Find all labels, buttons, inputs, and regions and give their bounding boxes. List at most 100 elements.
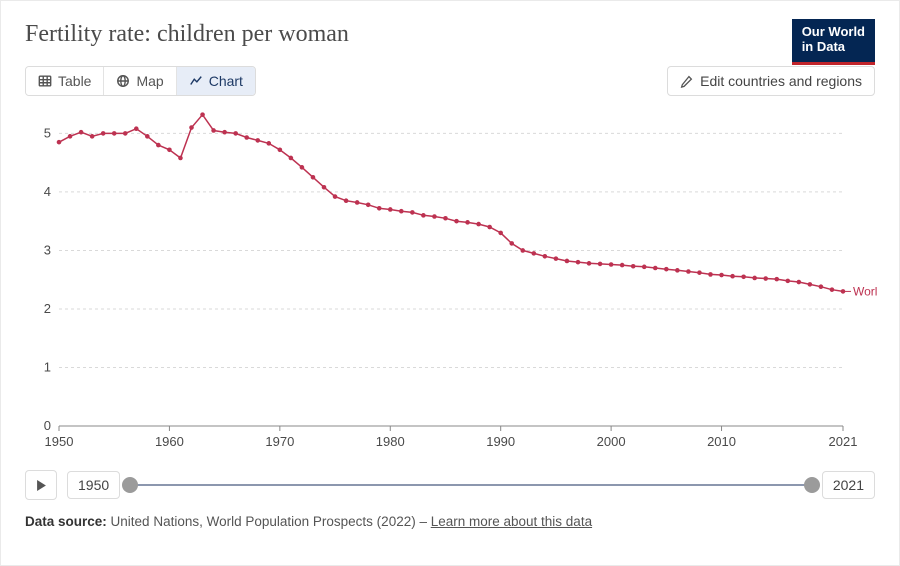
series-point[interactable]: [178, 156, 183, 161]
series-point[interactable]: [598, 262, 603, 267]
series-point[interactable]: [267, 141, 272, 146]
series-point[interactable]: [509, 241, 514, 246]
series-point[interactable]: [410, 210, 415, 215]
series-point[interactable]: [189, 125, 194, 130]
series-point[interactable]: [697, 270, 702, 275]
y-tick-label: 0: [44, 418, 51, 433]
series-point[interactable]: [730, 274, 735, 279]
series-point[interactable]: [785, 279, 790, 284]
series-point[interactable]: [101, 131, 106, 136]
series-point[interactable]: [454, 219, 459, 224]
slider-rail: [130, 484, 812, 486]
series-point[interactable]: [686, 269, 691, 274]
tab-map[interactable]: Map: [103, 67, 175, 95]
series-point[interactable]: [587, 261, 592, 266]
series-point[interactable]: [344, 198, 349, 203]
x-tick-label: 1970: [265, 434, 294, 449]
series-point[interactable]: [719, 273, 724, 278]
series-point[interactable]: [465, 220, 470, 225]
timeline-end-year[interactable]: 2021: [822, 471, 875, 499]
owid-logo[interactable]: Our World in Data: [792, 19, 875, 65]
series-line-world[interactable]: [59, 115, 843, 292]
series-point[interactable]: [388, 207, 393, 212]
series-point[interactable]: [222, 130, 227, 135]
series-point[interactable]: [377, 206, 382, 211]
series-point[interactable]: [498, 231, 503, 236]
table-icon: [38, 74, 52, 88]
series-point[interactable]: [244, 135, 249, 140]
series-point[interactable]: [255, 138, 260, 143]
timeline-slider[interactable]: [130, 470, 812, 500]
series-point[interactable]: [609, 262, 614, 267]
source-link[interactable]: Learn more about this data: [431, 514, 592, 529]
series-point[interactable]: [487, 225, 492, 230]
series-point[interactable]: [112, 131, 117, 136]
series-point[interactable]: [421, 213, 426, 218]
series-point[interactable]: [311, 175, 316, 180]
series-point[interactable]: [322, 185, 327, 190]
play-button[interactable]: [25, 470, 57, 500]
series-point[interactable]: [819, 284, 824, 289]
timeline-start-year[interactable]: 1950: [67, 471, 120, 499]
series-point[interactable]: [156, 143, 161, 148]
x-tick-label: 2010: [707, 434, 736, 449]
series-point[interactable]: [432, 214, 437, 219]
series-point[interactable]: [565, 259, 570, 264]
series-point[interactable]: [653, 266, 658, 271]
series-point[interactable]: [476, 222, 481, 227]
y-tick-label: 4: [44, 184, 51, 199]
series-point[interactable]: [289, 156, 294, 161]
series-point[interactable]: [830, 287, 835, 292]
series-point[interactable]: [211, 128, 216, 133]
series-point[interactable]: [443, 216, 448, 221]
slider-knob-start[interactable]: [122, 477, 138, 493]
series-point[interactable]: [664, 267, 669, 272]
series-point[interactable]: [543, 254, 548, 259]
series-point[interactable]: [57, 140, 62, 145]
series-point[interactable]: [752, 276, 757, 281]
tab-chart[interactable]: Chart: [176, 67, 255, 95]
series-point[interactable]: [233, 131, 238, 136]
series-point[interactable]: [520, 248, 525, 253]
series-point[interactable]: [278, 147, 283, 152]
series-point[interactable]: [774, 277, 779, 282]
source-line: Data source: United Nations, World Popul…: [25, 514, 875, 529]
series-point[interactable]: [200, 112, 205, 117]
series-point[interactable]: [79, 130, 84, 135]
series-point[interactable]: [642, 265, 647, 270]
series-point[interactable]: [741, 274, 746, 279]
series-point[interactable]: [554, 256, 559, 261]
series-point[interactable]: [399, 209, 404, 214]
x-tick-label: 1950: [45, 434, 74, 449]
series-point[interactable]: [123, 131, 128, 136]
series-point[interactable]: [620, 263, 625, 268]
series-point[interactable]: [797, 280, 802, 285]
series-point[interactable]: [808, 282, 813, 287]
series-point[interactable]: [708, 272, 713, 277]
series-point[interactable]: [167, 147, 172, 152]
series-point[interactable]: [90, 134, 95, 139]
series-point[interactable]: [576, 260, 581, 265]
series-point[interactable]: [68, 134, 73, 139]
view-tabs: Table Map Chart: [25, 66, 256, 96]
series-point[interactable]: [631, 264, 636, 269]
series-point[interactable]: [366, 203, 371, 208]
series-point[interactable]: [333, 194, 338, 199]
globe-icon: [116, 74, 130, 88]
series-point[interactable]: [675, 268, 680, 273]
source-prefix: Data source:: [25, 514, 107, 529]
slider-knob-end[interactable]: [804, 477, 820, 493]
series-point[interactable]: [532, 251, 537, 256]
series-point[interactable]: [134, 126, 139, 131]
series-label-world[interactable]: World: [853, 284, 877, 298]
series-point[interactable]: [355, 200, 360, 205]
x-tick-label: 1980: [376, 434, 405, 449]
series-point[interactable]: [145, 134, 150, 139]
chart-card: Fertility rate: children per woman Our W…: [0, 0, 900, 566]
tab-table[interactable]: Table: [26, 67, 103, 95]
series-point[interactable]: [763, 276, 768, 281]
edit-entities-button[interactable]: Edit countries and regions: [667, 66, 875, 96]
series-point[interactable]: [300, 165, 305, 170]
source-text: United Nations, World Population Prospec…: [111, 514, 431, 529]
logo-line-2: in Data: [802, 40, 865, 55]
